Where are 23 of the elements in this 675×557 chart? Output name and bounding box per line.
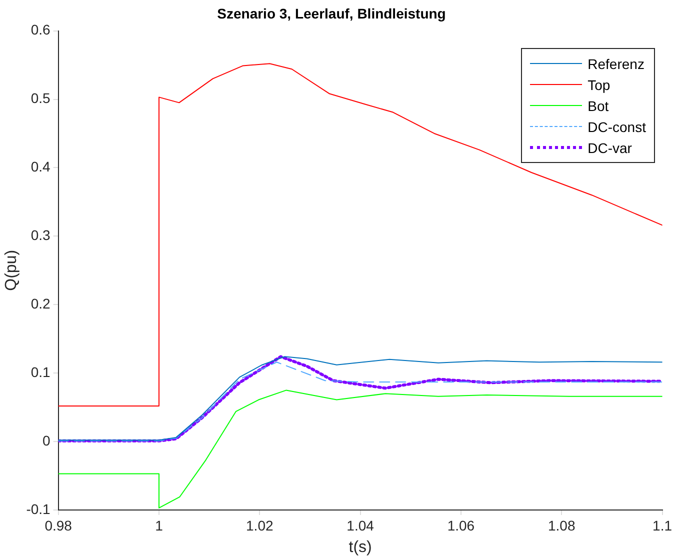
y-tick-label: 0.1 (30, 364, 51, 380)
chart-title: Szenario 3, Leerlauf, Blindleistung (217, 5, 446, 22)
legend-label: DC-const (588, 118, 646, 134)
y-tick-label: 0.2 (30, 295, 51, 312)
x-tick-label: 1.02 (246, 517, 274, 534)
y-tick-label: 0.5 (30, 90, 51, 106)
x-axis-title: t(s) (348, 538, 372, 556)
y-tick-label: 0 (42, 432, 51, 448)
y-axis-title: Q(pu) (3, 250, 20, 291)
x-tick-label: 1.1 (652, 517, 672, 534)
legend-label: Bot (588, 98, 609, 114)
legend-label: Referenz (588, 56, 644, 72)
x-tick-label: 1.06 (447, 517, 475, 534)
y-tick-label: 0.4 (30, 158, 51, 175)
x-tick-label: 0.98 (44, 517, 72, 534)
x-tick-label: 1.04 (346, 517, 374, 534)
x-tick-label: 1.08 (548, 517, 576, 534)
y-tick-label: 0.6 (30, 22, 51, 38)
y-tick-label: 0.3 (30, 227, 51, 244)
legend-label: Top (588, 76, 610, 92)
x-tick-label: 1 (155, 517, 164, 534)
y-tick-label: -0.1 (26, 500, 51, 517)
legend-label: DC-var (588, 140, 632, 156)
